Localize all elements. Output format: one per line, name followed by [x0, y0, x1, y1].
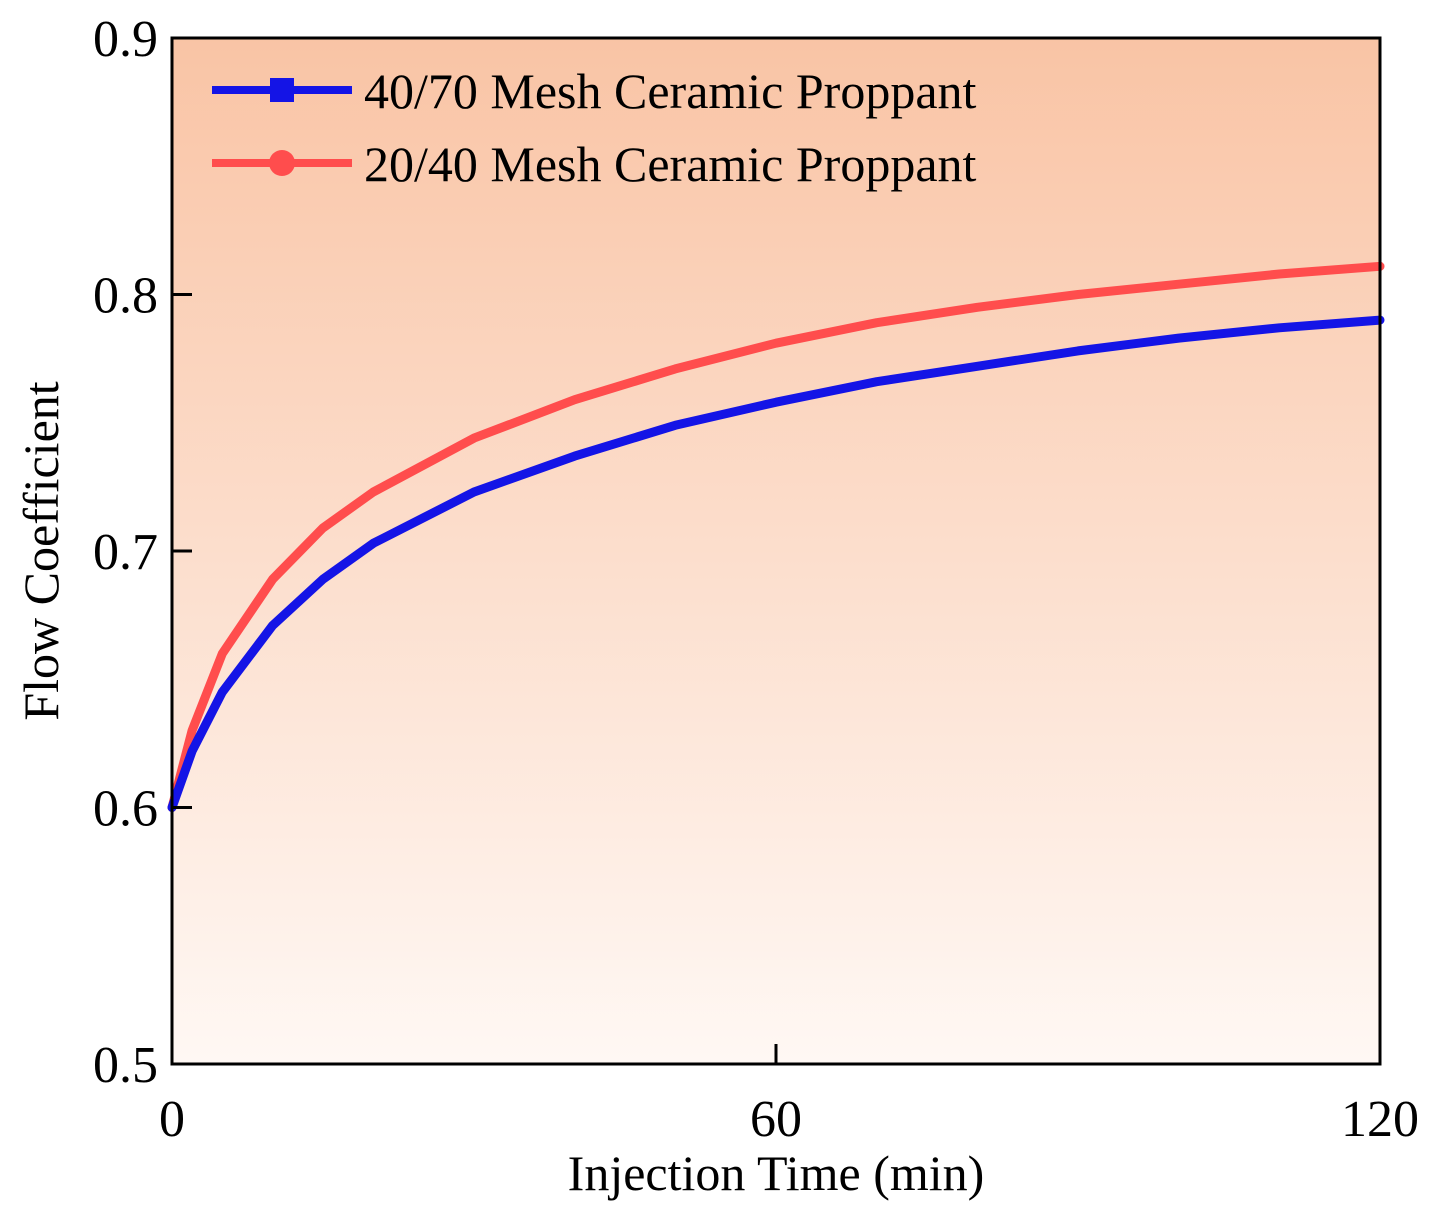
y-tick-label: 0.8 — [93, 268, 158, 325]
legend-square-marker — [270, 78, 294, 102]
legend-item-20-40-mesh: 20/40 Mesh Ceramic Proppant — [212, 136, 977, 192]
x-tick-label: 60 — [750, 1091, 802, 1148]
x-tick-label: 0 — [159, 1091, 185, 1148]
x-axis-label: Injection Time (min) — [568, 1145, 985, 1201]
legend-circle-marker — [269, 150, 295, 176]
y-tick-label: 0.9 — [93, 11, 158, 68]
ticks-layer: 0 60 120 0.5 0.6 0.7 0.8 0.9 — [93, 11, 1419, 1148]
series-line-20-40-mesh — [167, 261, 1385, 812]
legend: 40/70 Mesh Ceramic Proppant 20/40 Mesh C… — [212, 63, 977, 192]
y-tick-label: 0.5 — [93, 1037, 158, 1094]
series-line-40-70-mesh — [167, 315, 1385, 812]
y-tick-label: 0.6 — [93, 781, 158, 838]
legend-item-40-70-mesh: 40/70 Mesh Ceramic Proppant — [212, 63, 977, 119]
y-axis-label: Flow Coefficient — [13, 381, 69, 720]
legend-label-40-70-mesh: 40/70 Mesh Ceramic Proppant — [364, 63, 977, 119]
legend-label-20-40-mesh: 20/40 Mesh Ceramic Proppant — [364, 136, 977, 192]
y-tick-label: 0.7 — [93, 524, 158, 581]
plot-background — [172, 38, 1380, 1064]
x-tick-label: 120 — [1341, 1091, 1419, 1148]
series-layer — [167, 261, 1385, 812]
